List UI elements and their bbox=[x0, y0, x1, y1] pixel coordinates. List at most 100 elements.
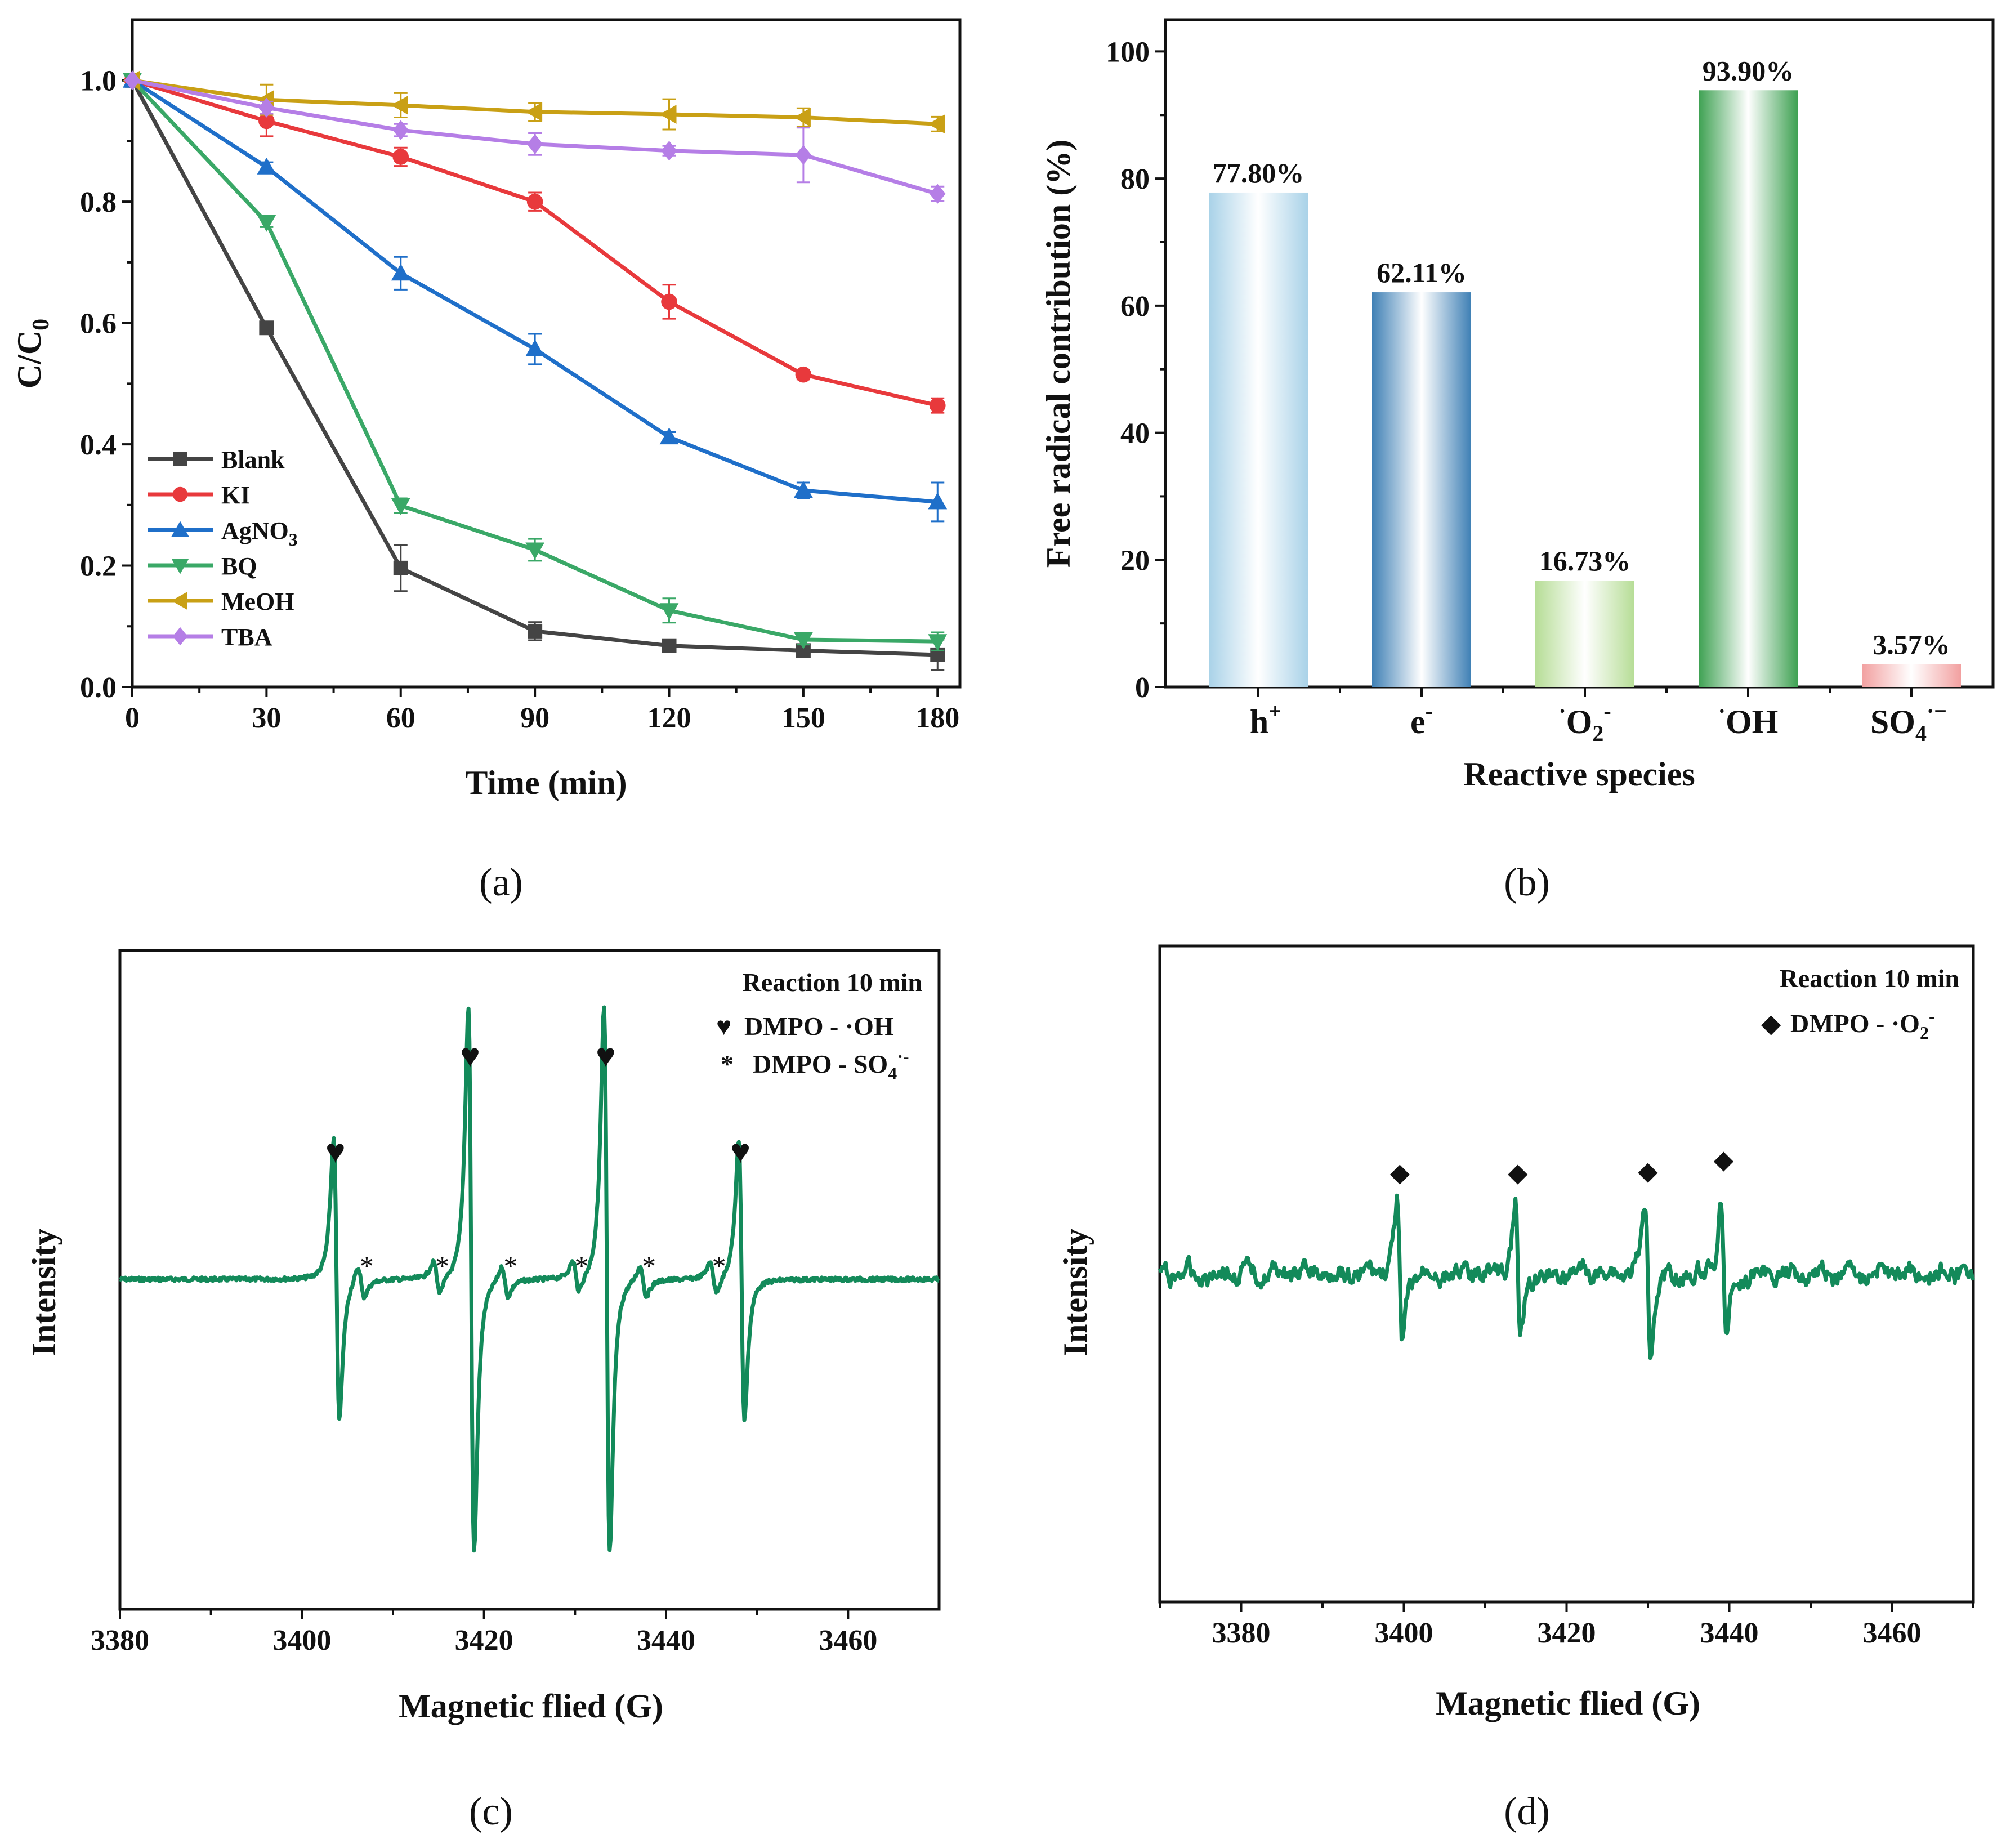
panel-c-axes: 3380 3400 3420 3440 3460 bbox=[91, 1609, 877, 1657]
panel-b-bar-1 bbox=[1372, 292, 1471, 687]
panel-c-spectrum-line bbox=[119, 1005, 940, 1553]
panel-c-ylabel: Intensity bbox=[25, 1229, 62, 1356]
marker-diamond bbox=[661, 141, 677, 161]
panel-b-bar-label: 3.57% bbox=[1873, 629, 1950, 660]
panel-a-legend-label: BQ bbox=[221, 552, 257, 580]
panel-c-star-marker: * bbox=[503, 1250, 517, 1282]
panel-c-xtick-label: 3400 bbox=[272, 1624, 331, 1657]
marker-circle bbox=[795, 366, 812, 383]
panel-b-ytick-label: 80 bbox=[1120, 163, 1150, 195]
marker-diamond bbox=[526, 134, 543, 154]
panel-d-xtick-label: 3380 bbox=[1212, 1617, 1271, 1649]
marker-circle bbox=[392, 149, 409, 165]
panel-b-bar-label: 62.11% bbox=[1377, 257, 1467, 288]
panel-b-bar-2 bbox=[1535, 581, 1634, 687]
panel-a-xlabel: Time (min) bbox=[465, 764, 627, 801]
marker-triangle-down bbox=[171, 559, 189, 574]
marker-triangle-up bbox=[928, 492, 948, 510]
panel-a-xtick-label: 0 bbox=[125, 702, 140, 734]
panel-b-xtick-so4: SO4·− bbox=[1870, 698, 1947, 746]
panel-c-legend-so4: DMPO - SO4·- bbox=[753, 1046, 909, 1083]
marker-triangle-up bbox=[391, 264, 410, 281]
panel-a-series-blank bbox=[125, 73, 945, 671]
marker-triangle-up bbox=[257, 157, 276, 175]
panel-a-xtick-label: 60 bbox=[386, 702, 415, 734]
panel-c-legend-heart-symbol: ♥ bbox=[716, 1012, 731, 1041]
panel-a-series-bq bbox=[123, 73, 948, 651]
panel-c-xtick-label: 3460 bbox=[819, 1624, 877, 1657]
panel-b-xticklabels: h+ e- ·O2- ·OH SO4·− bbox=[1250, 698, 1947, 746]
panel-b-bar-label: 16.73% bbox=[1539, 545, 1631, 577]
panel-a: 0 30 60 90 120 150 180 0.0 0.2 0.4 0.6 0.8 1.0 Blank… bbox=[11, 18, 962, 904]
panel-c-xtick-label: 3440 bbox=[637, 1624, 695, 1657]
panel-c-heart-marker: ♥ bbox=[730, 1133, 750, 1170]
marker-diamond bbox=[172, 627, 188, 646]
panel-d-legend-diamond-symbol: ◆ bbox=[1761, 1009, 1781, 1038]
panel-d-xtick-label: 3440 bbox=[1700, 1617, 1759, 1649]
marker-triangle-down bbox=[525, 542, 545, 560]
marker-circle bbox=[929, 397, 946, 414]
panel-a-xtick-label: 150 bbox=[781, 702, 825, 734]
marker-triangle-down bbox=[257, 215, 276, 232]
marker-square bbox=[528, 623, 543, 639]
panel-b-axes: 0 20 40 60 80 100 bbox=[1106, 36, 1913, 704]
panel-b-ytick-label: 100 bbox=[1106, 36, 1150, 68]
marker-circle bbox=[661, 293, 677, 310]
marker-triangle-left bbox=[391, 95, 408, 115]
marker-square bbox=[662, 638, 677, 653]
panel-c-legend-oh: DMPO - ·OH bbox=[744, 1012, 894, 1041]
panel-b-xtick-h: h+ bbox=[1250, 698, 1281, 740]
panel-d-diamond-marker: ◆ bbox=[1390, 1158, 1410, 1187]
marker-triangle-down bbox=[391, 498, 410, 515]
panel-a-legend-label: AgNO3 bbox=[221, 517, 298, 550]
marker-triangle-left bbox=[928, 114, 945, 134]
marker-diamond bbox=[124, 70, 141, 91]
panel-a-xtick-label: 180 bbox=[915, 702, 959, 734]
panel-c-star-marker: * bbox=[712, 1250, 726, 1282]
marker-circle bbox=[526, 193, 543, 210]
panel-a-ytick-label: 0.8 bbox=[80, 186, 117, 218]
panel-c-annotation-title: Reaction 10 min bbox=[743, 968, 922, 997]
panel-d-diamond-marker: ◆ bbox=[1508, 1158, 1528, 1187]
panel-b: 0 20 40 60 80 100 77.80% 62.11% 16.73% 93.90% 3.5… bbox=[1040, 18, 1995, 904]
panel-c-heart-marker: ♥ bbox=[460, 1037, 480, 1074]
panel-b-bar-0 bbox=[1209, 192, 1308, 687]
panel-a-series-agno3 bbox=[123, 70, 948, 523]
panel-a-xtick-label: 90 bbox=[520, 702, 549, 734]
panel-a-axes: 0 30 60 90 120 150 180 0.0 0.2 0.4 0.6 0.8 1.0 bbox=[80, 65, 959, 734]
panel-c-xtick-label: 3420 bbox=[455, 1624, 513, 1657]
marker-triangle-left bbox=[171, 592, 187, 610]
panel-a-ytick-label: 0.2 bbox=[80, 551, 117, 583]
marker-diamond bbox=[258, 97, 275, 118]
panel-a-legend-label: KI bbox=[221, 481, 250, 509]
panel-b-ytick-label: 40 bbox=[1120, 418, 1150, 450]
panel-d-axes: 3380 3400 3420 3440 3460 bbox=[1159, 1602, 1974, 1649]
marker-triangle-up bbox=[793, 481, 813, 498]
marker-triangle-left bbox=[525, 102, 543, 122]
panel-d-xtick-label: 3420 bbox=[1538, 1617, 1596, 1649]
marker-circle bbox=[172, 486, 188, 502]
panel-c-legend-star-symbol: * bbox=[721, 1050, 734, 1078]
marker-diamond bbox=[392, 120, 409, 140]
panel-b-xtick-o2: ·O2- bbox=[1558, 698, 1611, 746]
panel-b-bar-label: 93.90% bbox=[1703, 55, 1794, 86]
marker-triangle-down bbox=[659, 603, 679, 621]
panel-d-diamond-marker: ◆ bbox=[1714, 1145, 1734, 1174]
panel-b-bar-4 bbox=[1862, 664, 1961, 687]
panel-d-label: (d) bbox=[1504, 1790, 1550, 1833]
marker-triangle-left bbox=[659, 105, 677, 124]
panel-b-bar-label: 77.80% bbox=[1213, 157, 1304, 189]
marker-square bbox=[393, 560, 408, 575]
panel-a-ytick-label: 1.0 bbox=[80, 65, 117, 97]
panel-a-legend-sub: 3 bbox=[289, 529, 298, 550]
marker-triangle-up bbox=[525, 340, 545, 356]
panel-a-plot-frame bbox=[131, 18, 962, 689]
panel-a-label: (a) bbox=[479, 861, 523, 904]
panel-b-ytick-label: 60 bbox=[1120, 291, 1150, 323]
panel-c-star-marker: * bbox=[435, 1250, 449, 1282]
panel-c-star-marker: * bbox=[360, 1250, 374, 1282]
panel-a-ylabel: C/C0 bbox=[11, 319, 54, 389]
panel-c: 3380 3400 3420 3440 3460 ♥ ♥ ♥ ♥ * * * * * * Reaction… bbox=[25, 949, 941, 1833]
marker-diamond bbox=[929, 184, 946, 204]
